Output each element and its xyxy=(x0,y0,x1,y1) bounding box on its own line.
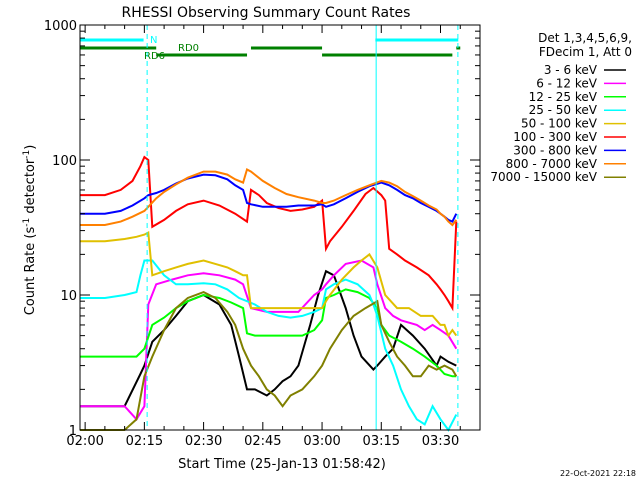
legend-label-8: 7000 - 15000 keV xyxy=(490,170,597,184)
legend-label-0: 3 - 6 keV xyxy=(544,63,598,77)
y-label-part-1: Count Rate (s xyxy=(23,227,38,316)
legend-label-2: 12 - 25 keV xyxy=(529,90,598,104)
legend-label-3: 25 - 50 keV xyxy=(529,103,598,117)
legend-title-detectors: Det 1,3,4,5,6,9, xyxy=(538,31,632,45)
y-label-part-3: ) xyxy=(23,145,38,150)
x-tick-label-6: 03:30 xyxy=(422,434,459,449)
y-tick-label-0: 1 xyxy=(69,424,77,439)
plot-frame xyxy=(79,24,481,431)
series-line-7 xyxy=(80,168,458,227)
x-tick-label-1: 02:15 xyxy=(126,434,163,449)
state-bar-label-0: N xyxy=(150,35,157,46)
series-line-2 xyxy=(80,288,457,378)
y-tick-label-1: 10 xyxy=(60,289,77,304)
y-tick-label-2: 100 xyxy=(52,154,77,169)
legend-title-decimation: FDecim 1, Att 0 xyxy=(539,45,632,59)
series-line-4 xyxy=(80,231,458,338)
legend-label-7: 800 - 7000 keV xyxy=(506,157,598,171)
legend-label-4: 50 - 100 keV xyxy=(521,117,598,131)
instrument-state-bars: N RD0 RD6 xyxy=(80,35,461,62)
y-axis-label: Count Rate (s-1 detector-1) xyxy=(22,145,38,316)
legend-label-5: 100 - 300 keV xyxy=(513,130,597,144)
series-line-5 xyxy=(80,155,458,312)
x-tick-label-3: 02:45 xyxy=(244,434,281,449)
x-tick-label-2: 02:30 xyxy=(185,434,222,449)
footer-timestamp: 22-Oct-2021 22:18 xyxy=(560,469,636,478)
y-label-sup-1: -1 xyxy=(22,218,32,227)
chart-title: RHESSI Observing Summary Count Rates xyxy=(122,5,411,21)
x-tick-label-5: 03:15 xyxy=(363,434,400,449)
x-axis-label: Start Time (25-Jan-13 01:58:42) xyxy=(178,457,386,472)
series-line-0 xyxy=(80,269,457,408)
x-tick-label-4: 03:00 xyxy=(303,434,340,449)
x-axis-ticks: 02:00 02:15 02:30 02:45 03:00 03:15 03:30 xyxy=(66,25,461,449)
plot-area: N RD0 RD6 02:00 02:15 02:30 02:45 03:00 03:15 03… xyxy=(44,19,481,449)
legend-label-1: 6 - 12 keV xyxy=(536,76,598,90)
series-line-1 xyxy=(80,259,458,421)
series-line-3 xyxy=(80,259,458,432)
state-bar-label-2: RD6 xyxy=(144,51,165,62)
y-tick-label-3: 1000 xyxy=(44,19,77,34)
series-line-6 xyxy=(80,173,458,223)
series-layer xyxy=(80,155,458,432)
y-label-part-2: detector xyxy=(23,158,38,218)
legend-label-6: 300 - 800 keV xyxy=(513,143,597,157)
state-bar-label-1: RD0 xyxy=(178,43,199,54)
series-line-8 xyxy=(80,291,458,431)
legend: Det 1,3,4,5,6,9, FDecim 1, Att 0 3 - 6 k… xyxy=(490,31,632,184)
x-tick-label-0: 02:00 xyxy=(66,434,103,449)
y-label-sup-2: -1 xyxy=(22,150,32,159)
y-axis-ticks: 1 10 100 1000 xyxy=(44,19,480,439)
attenuator-markers xyxy=(146,25,459,430)
